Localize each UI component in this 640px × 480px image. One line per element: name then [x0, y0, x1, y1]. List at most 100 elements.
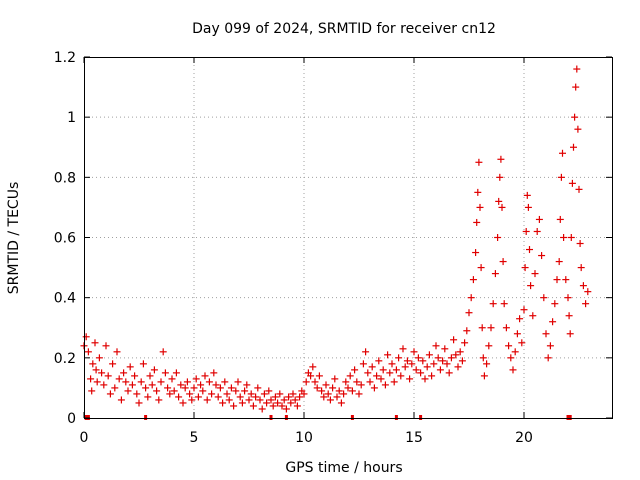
data-point [395, 354, 403, 362]
x-tick-label: 10 [295, 430, 313, 446]
data-point [214, 393, 222, 401]
data-point [212, 381, 220, 389]
data-point [190, 384, 198, 392]
data-point [280, 396, 288, 404]
data-point [227, 384, 235, 392]
data-point [463, 327, 471, 335]
data-point [535, 215, 543, 223]
y-axis-ticks: 0 0.2 0.4 0.6 0.8 1 1.2 [54, 50, 612, 427]
data-point [87, 375, 95, 383]
data-point [497, 155, 505, 163]
data-point [495, 197, 503, 205]
data-point [245, 396, 253, 404]
data-point [573, 65, 581, 73]
data-point [475, 158, 483, 166]
data-point [254, 384, 262, 392]
data-point [408, 360, 416, 368]
data-point [434, 354, 442, 362]
data-point [318, 387, 326, 395]
data-point [472, 249, 480, 257]
data-point [452, 351, 460, 359]
data-point [571, 113, 579, 121]
y-tick-label: 0.2 [54, 351, 76, 367]
data-point [368, 363, 376, 371]
data-point [285, 393, 293, 401]
data-point [401, 363, 409, 371]
data-point [333, 393, 341, 401]
data-point [157, 378, 165, 386]
data-point [329, 384, 337, 392]
data-point [491, 270, 499, 278]
data-point [377, 375, 385, 383]
data-point [577, 264, 585, 272]
data-point [92, 366, 100, 374]
data-point [172, 369, 180, 377]
x-tick-label: 0 [80, 430, 89, 446]
data-point [555, 258, 563, 266]
data-point [432, 342, 440, 350]
data-point [540, 294, 548, 302]
data-point [307, 372, 315, 380]
data-point [181, 384, 189, 392]
data-point [584, 288, 592, 296]
data-point [293, 402, 301, 410]
data-point [551, 300, 559, 308]
data-point [291, 396, 299, 404]
data-point [556, 215, 564, 223]
data-point [203, 396, 211, 404]
data-point [480, 372, 488, 380]
data-point [256, 396, 264, 404]
data-point [263, 399, 271, 407]
data-point [474, 188, 482, 196]
data-point [478, 324, 486, 332]
data-point [559, 149, 566, 157]
data-point [311, 378, 319, 386]
data-point [388, 360, 396, 368]
data-point [344, 384, 352, 392]
y-tick-label: 0.8 [54, 170, 76, 186]
data-point [386, 369, 394, 377]
data-point [483, 360, 491, 368]
data-point [170, 387, 178, 395]
data-point [565, 312, 573, 320]
data-point [357, 381, 365, 389]
data-point [500, 300, 508, 308]
data-point [348, 387, 356, 395]
data-point [166, 390, 174, 398]
y-tick-label: 0.6 [54, 231, 76, 247]
data-point [379, 366, 387, 374]
data-point [150, 366, 158, 374]
data-point [271, 393, 279, 401]
data-point [131, 372, 139, 380]
data-point [194, 393, 202, 401]
data-point [430, 360, 438, 368]
data-point [221, 378, 229, 386]
data-point [168, 375, 176, 383]
data-point [208, 390, 216, 398]
data-point [456, 348, 464, 356]
data-point [546, 342, 554, 350]
data-point [219, 399, 227, 407]
data-point [445, 369, 453, 377]
y-tick-label: 1.2 [54, 50, 76, 66]
data-point [210, 369, 218, 377]
data-point [461, 339, 469, 347]
x-axis-ticks: 0 5 10 15 20 [80, 57, 533, 446]
y-tick-label: 0.4 [54, 291, 76, 307]
data-point [326, 396, 334, 404]
data-point [465, 309, 473, 317]
data-point [549, 318, 557, 326]
data-point [139, 360, 147, 368]
data-point [410, 348, 418, 356]
data-point [507, 354, 515, 362]
data-point [544, 354, 552, 362]
data-point [183, 378, 191, 386]
data-point [498, 203, 506, 211]
data-point [421, 375, 429, 383]
data-point [575, 185, 583, 193]
data-point [274, 399, 282, 407]
data-point [511, 348, 519, 356]
data-point [576, 240, 584, 248]
data-point [104, 372, 112, 380]
data-point [397, 372, 405, 380]
